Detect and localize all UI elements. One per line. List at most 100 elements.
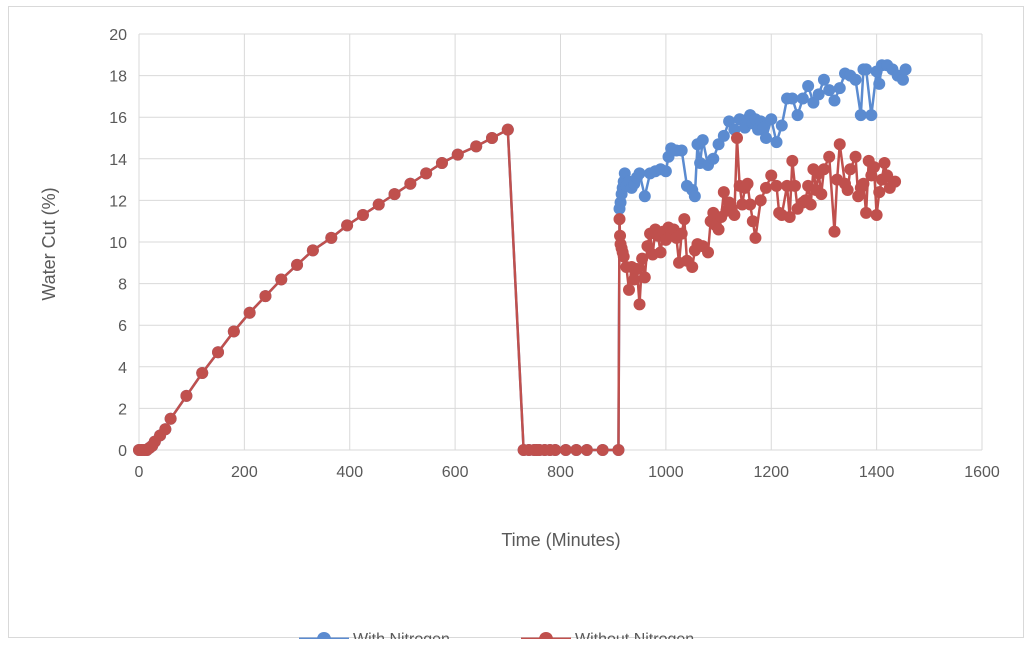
data-point-without-nitrogen bbox=[636, 252, 649, 265]
legend-item-without-nitrogen: Without Nitrogen bbox=[521, 631, 694, 639]
data-point-with-nitrogen bbox=[817, 73, 830, 86]
data-point-without-nitrogen bbox=[291, 258, 304, 271]
data-point-without-nitrogen bbox=[243, 306, 256, 319]
x-tick-label: 1200 bbox=[753, 464, 789, 481]
data-point-without-nitrogen bbox=[849, 150, 862, 163]
data-point-without-nitrogen bbox=[717, 186, 730, 199]
x-tick-label: 600 bbox=[442, 464, 469, 481]
data-point-without-nitrogen bbox=[630, 263, 643, 276]
series-without-nitrogen bbox=[133, 123, 902, 456]
data-point-without-nitrogen bbox=[470, 140, 483, 153]
data-point-without-nitrogen bbox=[612, 444, 625, 456]
data-point-without-nitrogen bbox=[180, 389, 193, 402]
data-point-without-nitrogen bbox=[823, 150, 836, 163]
x-tick-label: 0 bbox=[135, 464, 144, 481]
data-point-without-nitrogen bbox=[559, 444, 572, 456]
data-point-with-nitrogen bbox=[849, 73, 862, 86]
data-point-with-nitrogen bbox=[786, 92, 799, 105]
data-point-without-nitrogen bbox=[404, 177, 417, 190]
data-point-with-nitrogen bbox=[770, 136, 783, 149]
legend-label-without-nitrogen: Without Nitrogen bbox=[575, 631, 694, 639]
data-point-without-nitrogen bbox=[786, 154, 799, 167]
data-point-without-nitrogen bbox=[596, 444, 609, 456]
data-point-without-nitrogen bbox=[159, 423, 172, 436]
legend-marker-with-nitrogen bbox=[317, 632, 331, 639]
data-point-without-nitrogen bbox=[765, 169, 778, 182]
data-point-with-nitrogen bbox=[802, 80, 815, 92]
data-point-without-nitrogen bbox=[741, 177, 754, 190]
data-point-without-nitrogen bbox=[654, 246, 667, 259]
grid bbox=[138, 33, 983, 451]
data-point-without-nitrogen bbox=[613, 213, 626, 226]
data-point-without-nitrogen bbox=[841, 184, 854, 196]
y-tick-label: 0 bbox=[118, 443, 127, 460]
data-point-without-nitrogen bbox=[570, 444, 583, 456]
data-point-without-nitrogen bbox=[754, 194, 767, 207]
data-point-without-nitrogen bbox=[675, 227, 688, 240]
x-tick-label: 1600 bbox=[964, 464, 1000, 481]
data-point-without-nitrogen bbox=[451, 148, 464, 161]
data-point-without-nitrogen bbox=[828, 225, 841, 238]
y-tick-label: 2 bbox=[118, 401, 127, 418]
data-point-with-nitrogen bbox=[865, 109, 878, 122]
data-point-without-nitrogen bbox=[580, 444, 593, 456]
data-point-without-nitrogen bbox=[617, 250, 630, 263]
data-point-without-nitrogen bbox=[770, 179, 783, 192]
data-point-without-nitrogen bbox=[435, 156, 448, 169]
y-tick-label: 12 bbox=[109, 193, 127, 210]
series-line-without-nitrogen bbox=[139, 128, 897, 452]
data-point-with-nitrogen bbox=[765, 113, 778, 126]
data-point-without-nitrogen bbox=[844, 163, 857, 176]
data-point-with-nitrogen bbox=[828, 94, 841, 107]
data-point-with-nitrogen bbox=[757, 121, 770, 134]
data-point-without-nitrogen bbox=[638, 271, 651, 284]
y-tick-label: 8 bbox=[118, 277, 127, 294]
data-point-without-nitrogen bbox=[212, 346, 225, 359]
data-point-without-nitrogen bbox=[728, 208, 741, 221]
data-point-without-nitrogen bbox=[633, 298, 646, 311]
data-point-with-nitrogen bbox=[896, 73, 909, 86]
data-point-with-nitrogen bbox=[796, 92, 809, 105]
data-point-without-nitrogen bbox=[870, 208, 883, 221]
data-point-without-nitrogen bbox=[196, 367, 209, 380]
data-point-without-nitrogen bbox=[873, 186, 886, 199]
series-line-with-nitrogen bbox=[139, 63, 907, 452]
data-point-without-nitrogen bbox=[549, 444, 562, 456]
data-point-without-nitrogen bbox=[678, 213, 691, 226]
x-axis-title: Time (Minutes) bbox=[501, 530, 620, 550]
x-tick-label: 1000 bbox=[648, 464, 684, 481]
data-point-with-nitrogen bbox=[812, 88, 825, 101]
y-tick-label: 16 bbox=[109, 110, 127, 127]
data-point-without-nitrogen bbox=[878, 156, 891, 169]
y-axis-title: Water Cut (%) bbox=[39, 187, 59, 300]
data-point-without-nitrogen bbox=[815, 188, 828, 201]
data-point-without-nitrogen bbox=[227, 325, 240, 338]
data-point-without-nitrogen bbox=[686, 260, 699, 273]
data-point-without-nitrogen bbox=[860, 206, 873, 219]
data-point-with-nitrogen bbox=[717, 129, 730, 142]
data-point-without-nitrogen bbox=[783, 211, 796, 224]
data-point-without-nitrogen bbox=[731, 132, 744, 144]
data-point-without-nitrogen bbox=[867, 161, 880, 174]
y-tick-label: 4 bbox=[118, 360, 127, 377]
data-point-without-nitrogen bbox=[749, 231, 762, 244]
data-point-without-nitrogen bbox=[788, 179, 801, 192]
data-point-with-nitrogen bbox=[791, 109, 804, 122]
data-point-without-nitrogen bbox=[628, 273, 641, 286]
data-point-with-nitrogen bbox=[899, 63, 912, 76]
data-point-without-nitrogen bbox=[833, 138, 846, 151]
data-point-without-nitrogen bbox=[388, 188, 401, 201]
data-point-without-nitrogen bbox=[341, 219, 354, 232]
y-tick-label: 6 bbox=[118, 318, 127, 335]
data-point-with-nitrogen bbox=[707, 152, 720, 165]
data-point-with-nitrogen bbox=[638, 190, 651, 203]
x-tick-label: 800 bbox=[547, 464, 574, 481]
data-point-without-nitrogen bbox=[712, 223, 725, 236]
data-point-with-nitrogen bbox=[759, 132, 772, 144]
data-point-without-nitrogen bbox=[275, 273, 288, 286]
data-point-without-nitrogen bbox=[486, 132, 499, 144]
series-with-nitrogen bbox=[133, 59, 912, 456]
data-point-with-nitrogen bbox=[833, 82, 846, 95]
